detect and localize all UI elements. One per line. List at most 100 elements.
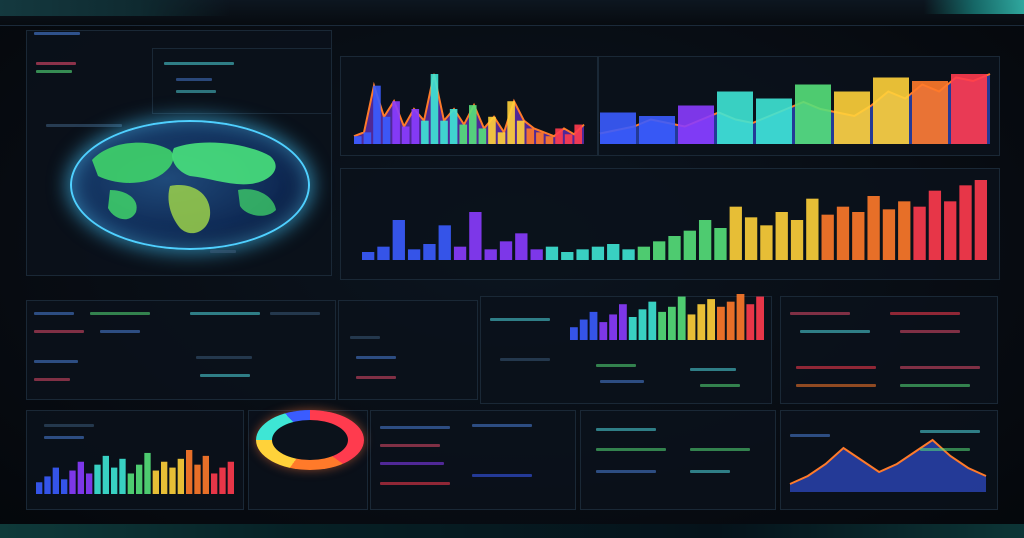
- chart-bar: [697, 304, 706, 340]
- chart-bar: [478, 128, 487, 144]
- chart-bar: [354, 136, 362, 144]
- chart-bar: [687, 314, 696, 340]
- chart-bar: [648, 301, 657, 340]
- chart-bar: [363, 132, 372, 144]
- status-line: [900, 384, 970, 387]
- chart-bar: [628, 317, 637, 340]
- chart-bar: [913, 206, 926, 260]
- status-line: [472, 474, 532, 477]
- status-line: [176, 78, 212, 81]
- chart-bar: [211, 473, 218, 494]
- status-line: [36, 62, 76, 65]
- chart-bar: [515, 233, 528, 260]
- chart-bar: [382, 116, 391, 144]
- chart-bar: [717, 91, 753, 144]
- list-panel-left: [26, 300, 336, 400]
- status-line: [100, 330, 140, 333]
- status-line: [596, 428, 656, 431]
- status-line: [900, 366, 980, 369]
- chart-bar: [77, 461, 84, 494]
- chart-bar: [834, 91, 870, 144]
- chart-bar: [561, 252, 574, 260]
- chart-bar: [729, 206, 742, 260]
- status-line: [380, 462, 444, 465]
- status-line: [890, 312, 960, 315]
- chart-bar: [760, 225, 773, 260]
- chart-bar: [795, 84, 831, 144]
- status-line: [490, 318, 550, 321]
- chart-bottom-left: [36, 450, 234, 494]
- chart-bar: [882, 209, 896, 260]
- chart-bar: [526, 128, 535, 144]
- chart-bar: [589, 311, 598, 340]
- status-line: [690, 470, 730, 473]
- chart-bar: [459, 124, 467, 144]
- chart-bar: [488, 116, 496, 144]
- chart-bottom-right: [789, 438, 987, 492]
- status-line: [796, 384, 876, 387]
- chart-bar: [951, 74, 987, 144]
- chart-bar: [836, 206, 850, 260]
- chart-bar: [373, 85, 381, 144]
- chart-bar: [392, 101, 400, 144]
- chart-bar: [421, 120, 429, 144]
- chart-bar: [484, 249, 497, 260]
- chart-bar: [746, 304, 755, 340]
- chart-bar: [186, 450, 193, 494]
- chart-bar: [499, 241, 513, 260]
- status-line: [380, 444, 440, 447]
- chart-bar: [912, 81, 948, 144]
- chart-bar: [607, 244, 620, 260]
- status-line: [46, 124, 122, 127]
- status-line: [44, 424, 94, 427]
- chart-bar: [177, 458, 184, 494]
- chart-bar: [61, 479, 68, 494]
- chart-bar: [639, 116, 675, 144]
- status-line: [34, 360, 78, 363]
- chart-bar: [564, 134, 573, 144]
- chart-bar: [530, 249, 543, 260]
- status-line: [196, 356, 252, 359]
- top-right-glow: [924, 0, 1024, 14]
- chart-bar: [579, 319, 588, 340]
- chart-bar: [438, 225, 451, 260]
- chart-bar: [401, 126, 410, 144]
- status-line: [34, 32, 80, 35]
- chart-bar: [668, 236, 681, 260]
- list-panel-bottom-2: [580, 410, 776, 510]
- status-line: [34, 312, 74, 315]
- status-line: [380, 482, 450, 485]
- status-line: [690, 368, 736, 371]
- chart-bar: [169, 467, 176, 494]
- status-line: [472, 424, 532, 427]
- status-line: [800, 330, 870, 333]
- chart-bar: [144, 452, 151, 494]
- status-line: [700, 384, 740, 387]
- chart-bar: [516, 120, 525, 144]
- chart-bar: [36, 482, 43, 494]
- chart-bar: [744, 217, 758, 260]
- chart-bar: [362, 252, 375, 260]
- chart-bar: [658, 311, 666, 340]
- chart-bar: [202, 455, 209, 494]
- chart-bar: [469, 212, 482, 260]
- chart-bar: [873, 77, 909, 144]
- chart-bar: [683, 230, 696, 260]
- chart-bar: [576, 249, 589, 260]
- chart-bar: [717, 306, 725, 340]
- chart-bar: [756, 98, 792, 144]
- chart-bar: [497, 132, 506, 144]
- chart-bar: [790, 220, 804, 260]
- status-line: [190, 312, 260, 315]
- info-panel: [152, 48, 332, 114]
- chart-bar: [392, 220, 405, 260]
- chart-bar: [622, 249, 635, 260]
- chart-bar: [152, 470, 159, 494]
- chart-bar: [86, 473, 93, 494]
- chart-bar: [637, 246, 651, 260]
- chart-bar: [599, 322, 608, 340]
- chart-bar: [430, 74, 439, 144]
- chart-bar: [194, 464, 201, 494]
- chart-bar: [570, 327, 578, 340]
- globe-continents: [92, 142, 276, 234]
